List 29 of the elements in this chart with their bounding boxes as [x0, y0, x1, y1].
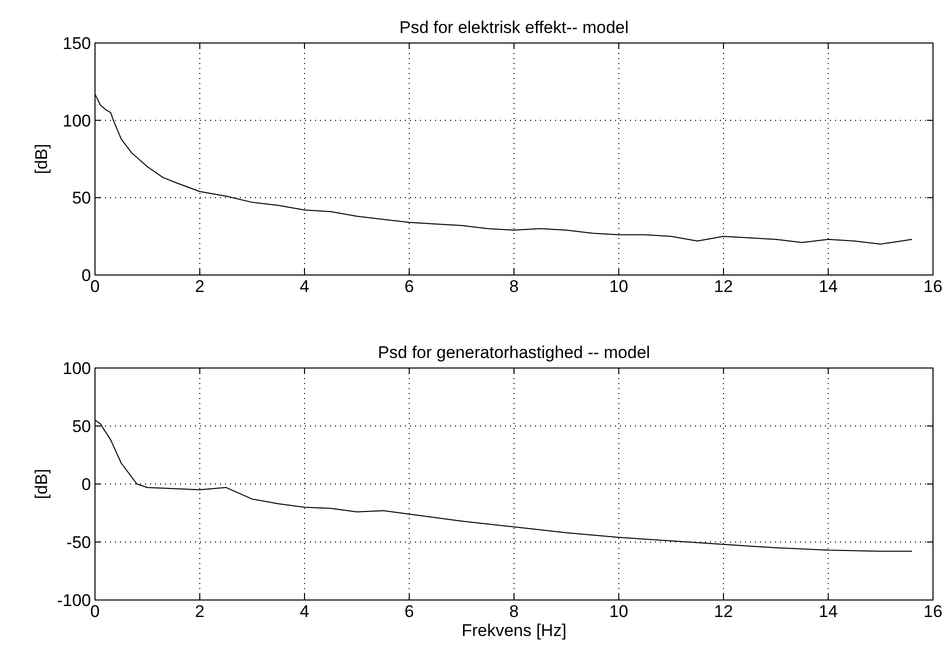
x-tick-label: 4 [300, 277, 310, 296]
x-tick-label: 16 [924, 602, 942, 621]
x-tick-label: 10 [609, 602, 628, 621]
x-tick-label: 2 [195, 277, 204, 296]
x-tick-label: 14 [818, 277, 838, 296]
y-tick-label: 100 [62, 111, 91, 130]
y-axis-title: [dB] [32, 144, 51, 174]
x-tick-label: 14 [818, 602, 838, 621]
y-tick-label: 0 [82, 475, 91, 494]
x-tick-label: 8 [509, 277, 519, 296]
y-tick-label: 50 [72, 188, 91, 208]
x-tick-label: 2 [195, 602, 204, 621]
y-tick-label: -50 [66, 533, 91, 552]
x-axis-title: Frekvens [Hz] [462, 621, 566, 640]
x-tick-label: 10 [609, 277, 628, 296]
x-tick-label: 4 [300, 602, 310, 621]
x-tick-label: 8 [509, 602, 519, 621]
y-axis-title: [dB] [32, 468, 51, 500]
y-tick-label: 150 [62, 34, 91, 53]
chart-title: Psd for elektrisk effekt-- model [399, 18, 629, 37]
y-tick-label: -100 [56, 591, 91, 610]
x-tick-label: 6 [404, 277, 414, 296]
x-tick-label: 12 [714, 277, 733, 296]
x-tick-label: 16 [924, 277, 942, 296]
y-tick-label: 50 [72, 417, 91, 436]
chart-title: Psd for generatorhastighed -- model [378, 343, 650, 362]
y-tick-label: 100 [62, 359, 91, 378]
x-tick-label: 12 [714, 602, 733, 621]
x-tick-label: 6 [404, 602, 414, 621]
